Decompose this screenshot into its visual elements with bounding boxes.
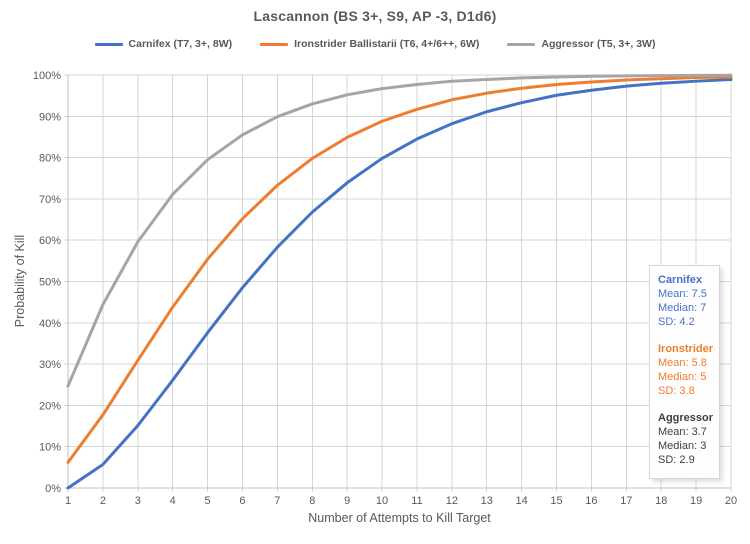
legend-label-carnifex: Carnifex (T7, 3+, 8W): [128, 38, 233, 50]
x-tick-label: 2: [100, 495, 106, 507]
y-tick-label: 100%: [33, 70, 61, 82]
series-line-aggressor: [66, 73, 733, 388]
x-tick-label: 18: [655, 495, 667, 507]
stats-median: Median: 7: [658, 302, 707, 314]
series-line-ironstrider: [66, 75, 733, 464]
x-tick-label: 1: [65, 495, 71, 507]
stats-sd: SD: 2.9: [658, 454, 695, 466]
x-tick-label: 15: [550, 495, 562, 507]
x-tick-label: 17: [620, 495, 632, 507]
legend-label-aggressor: Aggressor (T5, 3+, 3W): [541, 38, 656, 50]
stats-group-name: Carnifex: [658, 274, 703, 286]
x-tick-label: 6: [239, 495, 245, 507]
legend-item-ironstrider: Ironstrider Ballistarii (T6, 4+/6++, 6W): [260, 38, 479, 50]
y-tick-label: 70%: [39, 194, 61, 206]
x-tick-label: 7: [274, 495, 280, 507]
y-tick-label: 30%: [39, 359, 61, 371]
stats-group-ironstrider: Ironstrider Mean: 5.8 Median: 5 SD: 3.8: [658, 342, 717, 398]
legend-item-carnifex: Carnifex (T7, 3+, 8W): [94, 38, 233, 50]
stats-panel: Carnifex Mean: 7.5 Median: 7 SD: 4.2 Iro…: [649, 265, 720, 479]
chart-title: Lascannon (BS 3+, S9, AP -3, D1d6): [253, 8, 497, 24]
x-tick-label: 9: [344, 495, 350, 507]
x-tick-label: 11: [411, 495, 422, 507]
x-tick-label: 20: [725, 495, 737, 507]
stats-mean: Mean: 5.8: [658, 357, 707, 369]
legend: Carnifex (T7, 3+, 8W) Ironstrider Ballis…: [0, 38, 750, 50]
x-tick-label: 10: [376, 495, 388, 507]
x-tick-label: 8: [309, 495, 315, 507]
x-tick-label: 14: [516, 495, 528, 507]
x-axis-title: Number of Attempts to Kill Target: [308, 511, 491, 525]
x-tick-label: 4: [170, 495, 176, 507]
legend-line-swatch-aggressor: [507, 42, 536, 46]
x-tick-label: 13: [481, 495, 493, 507]
stats-group-name: Aggressor: [658, 412, 714, 424]
stats-sd: SD: 3.8: [658, 385, 695, 397]
y-tick-label: 0%: [45, 483, 61, 495]
y-tick-label: 80%: [39, 153, 61, 165]
stats-sd: SD: 4.2: [658, 316, 695, 328]
legend-label-ironstrider: Ironstrider Ballistarii (T6, 4+/6++, 6W): [294, 38, 480, 50]
stats-mean: Mean: 7.5: [658, 288, 707, 300]
legend-line-swatch-carnifex: [94, 42, 123, 46]
y-tick-label: 60%: [39, 235, 61, 247]
stats-median: Median: 3: [658, 440, 707, 452]
y-tick-label: 50%: [39, 277, 61, 289]
y-tick-label: 10%: [39, 442, 61, 454]
y-tick-label: 20%: [39, 400, 61, 412]
x-tick-label: 19: [690, 495, 702, 507]
legend-item-aggressor: Aggressor (T5, 3+, 3W): [507, 38, 655, 50]
stats-group-carnifex: Carnifex Mean: 7.5 Median: 7 SD: 4.2: [658, 273, 717, 329]
stats-group-aggressor: Aggressor Mean: 3.7 Median: 3 SD: 2.9: [658, 411, 717, 467]
y-axis-title: Probability of Kill: [13, 234, 27, 328]
x-tick-label: 12: [446, 495, 458, 507]
y-tick-label: 40%: [39, 318, 61, 330]
series-line-carnifex: [66, 78, 733, 490]
stats-median: Median: 5: [658, 371, 707, 383]
x-tick-label: 16: [585, 495, 597, 507]
stats-group-name: Ironstrider: [658, 343, 714, 355]
y-tick-label: 90%: [39, 111, 61, 123]
x-tick-label: 5: [205, 495, 211, 507]
legend-line-swatch-ironstrider: [260, 42, 289, 46]
stats-mean: Mean: 3.7: [658, 426, 707, 438]
x-tick-label: 3: [135, 495, 141, 507]
